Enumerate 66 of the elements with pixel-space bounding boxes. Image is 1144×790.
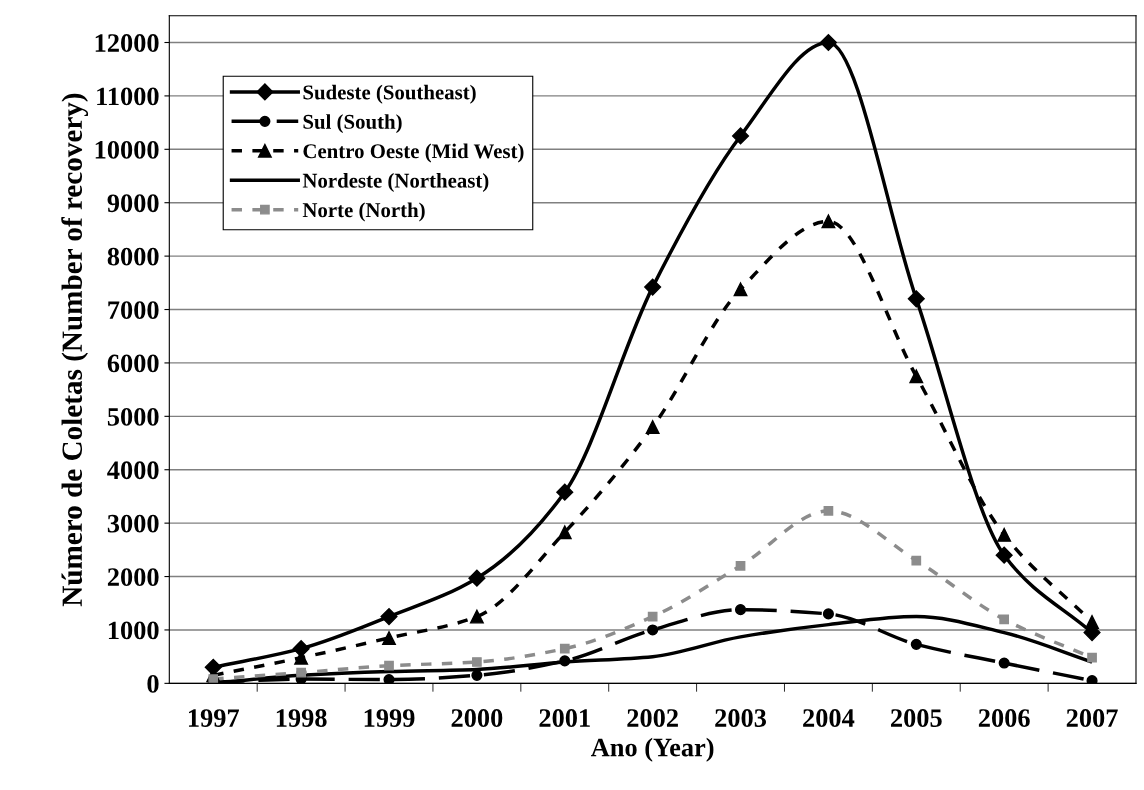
x-tick-label: 2002	[627, 709, 678, 727]
point	[557, 525, 572, 540]
point	[822, 608, 834, 620]
y-tick-label: 0	[147, 674, 159, 693]
point	[469, 609, 484, 624]
point	[645, 420, 660, 434]
point	[997, 527, 1012, 542]
y-tick-label: 4000	[107, 461, 159, 480]
point	[382, 631, 396, 645]
point	[907, 290, 925, 308]
point	[468, 569, 486, 587]
point	[383, 674, 395, 684]
point	[384, 660, 394, 671]
x-tick-label: 1997	[188, 709, 239, 727]
point	[909, 369, 924, 384]
x-tick-label: 2000	[451, 709, 503, 727]
point	[1085, 614, 1099, 629]
legend-label: Nordeste (Northeast)	[302, 173, 489, 192]
point	[995, 546, 1013, 564]
y-tick-label: 7000	[108, 301, 159, 319]
point	[556, 483, 574, 501]
point	[735, 560, 746, 571]
y-tick-label: 1000	[108, 621, 159, 640]
x-tick-label: 2004	[803, 709, 855, 727]
point	[559, 643, 570, 654]
x-tick-label: 1999	[364, 709, 415, 727]
y-tick-label: 8000	[107, 247, 159, 266]
x-tick-label: 2006	[978, 709, 1030, 727]
point	[998, 657, 1010, 669]
point	[380, 608, 398, 626]
x-tick-label: 2001	[539, 709, 590, 727]
point	[1086, 675, 1098, 684]
y-tick-label: 12000	[95, 34, 159, 52]
point	[1087, 652, 1097, 663]
x-tick-label: 1998	[276, 709, 327, 727]
x-tick-label: 2003	[715, 709, 767, 727]
point	[911, 555, 922, 566]
y-tick-label: 2000	[107, 568, 159, 586]
point	[823, 505, 834, 516]
y-tick-label: 11000	[97, 87, 159, 106]
x-tick-label: 2007	[1066, 709, 1118, 727]
y-tick-label: 6000	[107, 354, 159, 373]
x-tick-label: 2005	[891, 709, 942, 727]
legend-label: Centro Oeste (Mid West)	[303, 143, 524, 163]
point	[910, 638, 922, 650]
legend-label: Sul (South)	[303, 114, 402, 134]
point	[644, 278, 662, 296]
legend-label: Norte (North)	[302, 202, 425, 222]
x-axis-title: Ano (Year)	[590, 737, 714, 762]
point	[819, 33, 837, 52]
point	[472, 657, 482, 667]
legend-label: Sudeste (Southeast)	[303, 84, 476, 104]
point	[647, 611, 658, 622]
y-tick-label: 5000	[107, 407, 159, 426]
point	[559, 655, 571, 667]
point	[296, 667, 306, 678]
point	[731, 127, 750, 145]
y-axis-title: Número de Coletas (Number of recovery)	[61, 93, 89, 607]
point	[821, 214, 836, 229]
y-tick-label: 10000	[95, 140, 159, 159]
point	[999, 614, 1010, 625]
point	[647, 624, 659, 636]
y-tick-label: 9000	[107, 194, 159, 213]
point	[733, 282, 748, 297]
y-tick-label: 3000	[107, 514, 159, 533]
point	[734, 604, 747, 616]
